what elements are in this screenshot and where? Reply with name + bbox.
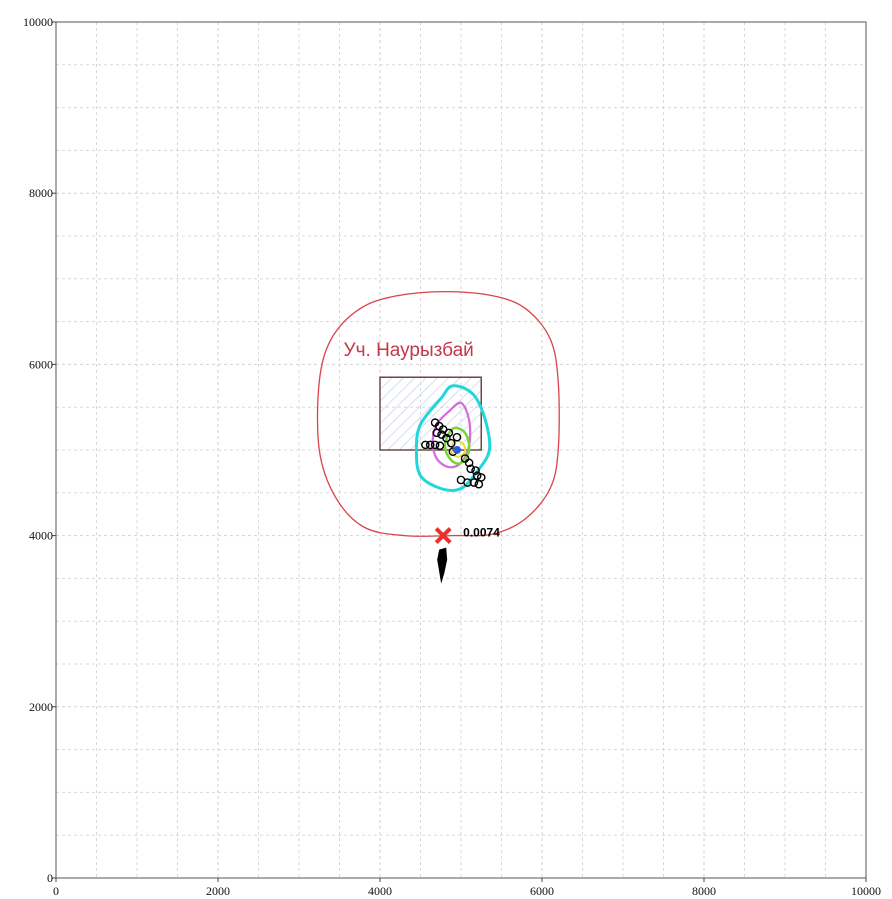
x-tick-label: 0 — [53, 884, 59, 898]
max-value-label: 0.0074 — [463, 526, 500, 540]
y-tick-label: 6000 — [29, 357, 53, 371]
x-tick-label: 2000 — [206, 884, 230, 898]
x-axis-ticks: 0 2000 4000 6000 8000 10000 — [53, 878, 881, 898]
site-name-label: Уч. Наурызбай — [344, 340, 474, 361]
y-tick-label: 0 — [47, 871, 53, 885]
y-tick-label: 2000 — [29, 700, 53, 714]
y-axis-ticks: 0 2000 4000 6000 8000 10000 — [23, 15, 56, 885]
x-tick-label: 10000 — [851, 884, 881, 898]
x-tick-label: 8000 — [692, 884, 716, 898]
y-tick-label: 8000 — [29, 186, 53, 200]
receptor-cluster-mark — [437, 548, 447, 584]
x-tick-label: 4000 — [368, 884, 392, 898]
x-tick-label: 6000 — [530, 884, 554, 898]
emission-source-marker — [453, 446, 461, 454]
y-tick-label: 4000 — [29, 529, 53, 543]
isoline-label-glyph — [475, 481, 482, 488]
y-tick-label: 10000 — [23, 15, 53, 29]
